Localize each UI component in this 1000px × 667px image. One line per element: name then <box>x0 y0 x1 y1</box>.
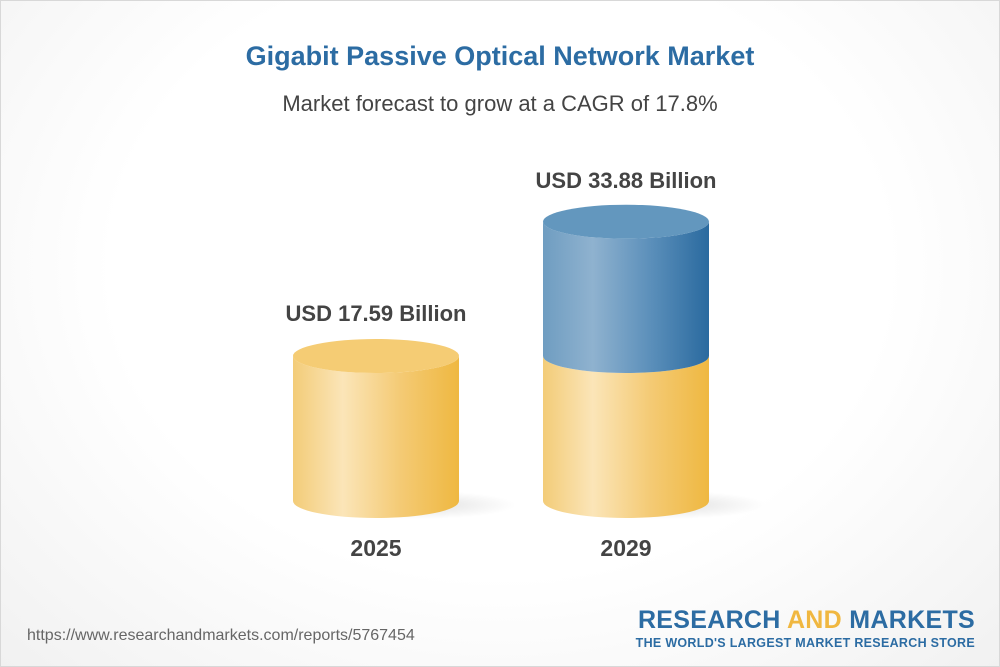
source-url[interactable]: https://www.researchandmarkets.com/repor… <box>27 627 415 644</box>
category-label-2029: 2029 <box>600 535 651 561</box>
logo-text-3: MARKETS <box>842 606 975 634</box>
cylinder-base-2025 <box>293 356 459 518</box>
logo-text-1: RESEARCH <box>637 606 787 634</box>
cylinder-top-2029 <box>543 204 709 239</box>
cylinder-chart: USD 17.59 Billion USD 33.88 Billion 2025… <box>286 168 766 561</box>
logo-tagline: THE WORLD'S LARGEST MARKET RESEARCH STOR… <box>635 636 975 650</box>
cylinder-base-2029 <box>543 356 709 518</box>
data-label-2029: USD 33.88 Billion <box>536 168 717 193</box>
research-and-markets-logo: RESEARCH AND MARKETS THE WORLD'S LARGEST… <box>636 606 975 650</box>
chart-subtitle: Market forecast to grow at a CAGR of 17.… <box>282 91 718 116</box>
cylinder-growth-2029 <box>543 221 709 373</box>
category-label-2025: 2025 <box>350 535 401 561</box>
logo-text-2: AND <box>786 606 843 634</box>
chart-title: Gigabit Passive Optical Network Market <box>245 41 755 71</box>
data-label-2025: USD 17.59 Billion <box>286 301 467 326</box>
cylinder-top-2025 <box>293 339 459 373</box>
